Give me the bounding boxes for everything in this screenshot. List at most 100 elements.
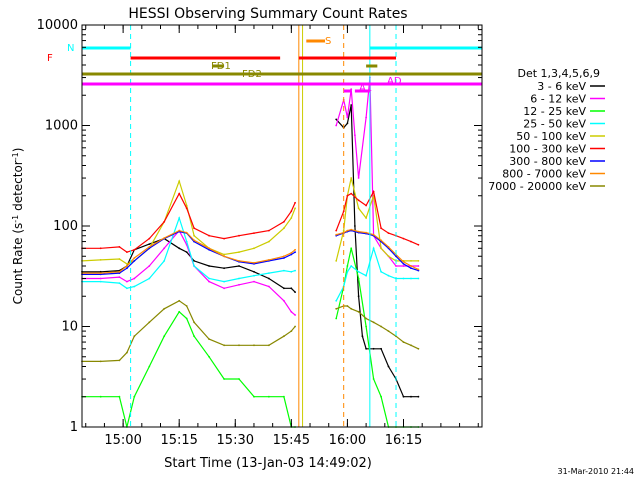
series-5-point	[163, 220, 166, 223]
series-0-point	[417, 395, 420, 398]
y-tick-label: 1000	[45, 119, 78, 134]
series-8-point	[402, 341, 405, 343]
series-7-point	[350, 228, 353, 231]
series-5-point	[238, 234, 240, 237]
y-axis-label-part3: )	[11, 148, 25, 153]
flag-label-n: N	[67, 43, 74, 54]
series-4-point	[253, 247, 255, 250]
series-3-point	[346, 270, 349, 273]
series-0-point	[387, 365, 390, 368]
series-4-point	[193, 234, 196, 237]
series-4-point	[335, 260, 338, 262]
series-1-point	[294, 314, 296, 316]
series-7-point	[294, 248, 296, 251]
series-8-point	[294, 325, 296, 328]
series-8-point	[346, 305, 349, 307]
series-5-point	[417, 243, 420, 246]
series-6-point	[99, 273, 102, 276]
series-0-point	[346, 122, 349, 125]
series-7-point	[126, 265, 128, 267]
x-axis-label: Start Time (13-Jan-03 14:49:02)	[164, 456, 372, 471]
series-4-point	[417, 260, 420, 262]
series-2-point	[372, 378, 375, 380]
series-3-point	[402, 277, 405, 280]
series-3-point	[118, 282, 121, 284]
series-7-point	[346, 229, 349, 232]
series-0-point	[268, 277, 270, 280]
series-0-point	[185, 251, 188, 254]
series-0-point	[354, 225, 356, 227]
series-3-point	[193, 265, 196, 267]
series-0-point	[402, 395, 405, 398]
y-axis-label-part2: detector	[11, 160, 25, 215]
series-4-point	[126, 263, 128, 265]
series-4-point	[268, 240, 270, 243]
series-7-point	[99, 272, 102, 274]
series-3-point	[365, 274, 367, 277]
series-2-point	[335, 317, 338, 320]
series-5-point	[346, 194, 349, 197]
series-8-point	[178, 299, 181, 302]
series-5-point	[335, 229, 338, 232]
legend-item-label: 6 - 12 keV	[530, 93, 586, 106]
series-8-point	[410, 344, 412, 347]
series-1-point	[357, 177, 360, 179]
flag-label-fd2: FD2	[242, 69, 262, 80]
series-5-point	[178, 192, 181, 195]
series-4-point	[387, 255, 390, 258]
series-7-point	[290, 252, 293, 254]
series-7-point	[163, 237, 166, 239]
legend-item-label: 7000 - 20000 keV	[488, 180, 586, 193]
series-5-point	[193, 227, 196, 230]
series-8-point	[193, 321, 196, 324]
series-3-point	[99, 280, 102, 283]
series-6-point	[290, 253, 293, 256]
series-7-point	[410, 265, 412, 267]
series-4-point	[185, 204, 188, 207]
series-1-point	[268, 285, 270, 288]
series-0-point	[238, 265, 240, 267]
y-axis-label-sup2: -1	[11, 152, 20, 160]
series-0-point	[410, 395, 412, 398]
series-7-point	[417, 268, 420, 271]
series-3-point	[148, 277, 151, 280]
series-5-point	[126, 251, 128, 254]
series-5-point	[365, 204, 367, 207]
flag-bars: N F S FD1 FD2 AD A1	[47, 36, 482, 94]
legend-item-label: 100 - 300 keV	[509, 143, 586, 156]
series-8-point	[99, 360, 102, 363]
series-3-point	[294, 269, 296, 272]
series-6-point	[283, 257, 285, 259]
series-2-point	[178, 310, 181, 313]
series-7-point	[387, 246, 390, 248]
series-8-point	[350, 307, 353, 310]
series-5-point	[118, 246, 121, 248]
series-0-point	[372, 347, 375, 350]
series-6-point	[294, 251, 296, 254]
series-4-point	[380, 247, 382, 250]
series-0-point	[99, 270, 102, 273]
series-3-point	[126, 287, 128, 290]
series-3-point	[410, 277, 412, 280]
legend-title: Det 1,3,4,5,6,9	[517, 67, 600, 80]
y-tick-label: 10	[61, 320, 78, 335]
series-0-point	[178, 247, 181, 250]
y-axis-label-part1: Count Rate (s	[11, 223, 25, 305]
series-5-point	[133, 248, 136, 251]
series-4-point	[223, 253, 226, 256]
series-1-point	[163, 247, 166, 250]
series-7-point	[193, 239, 196, 242]
series-8-point	[335, 307, 338, 310]
series-3-point	[380, 270, 382, 273]
series-4-point	[294, 207, 296, 210]
series-3-point	[290, 270, 293, 273]
series-7-point	[402, 260, 405, 263]
series-2-point	[99, 395, 102, 398]
series-5-point	[290, 210, 293, 213]
series-3-point	[283, 269, 285, 272]
series-5-point	[342, 210, 345, 213]
series-3-point	[185, 240, 188, 243]
series-5-point	[253, 232, 255, 235]
axes: 15:00 15:15 15:30 15:45 16:00 16:15 1 10 100 1000…	[37, 18, 482, 448]
y-tick-label: 100	[53, 219, 78, 234]
